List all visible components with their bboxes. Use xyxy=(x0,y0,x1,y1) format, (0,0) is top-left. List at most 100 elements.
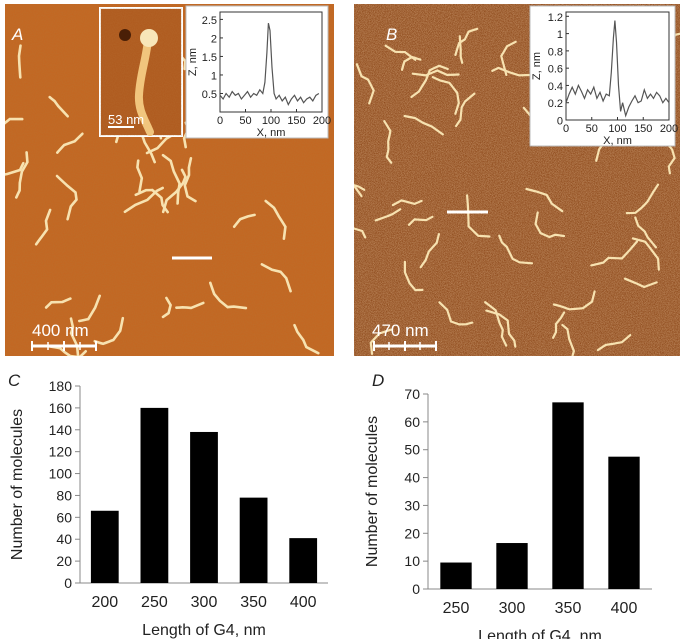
y-tick-label: 140 xyxy=(49,422,73,438)
profile-y-axis-label: Z, nm xyxy=(187,48,199,76)
molecule-strand xyxy=(383,120,393,164)
x-tick-label: 250 xyxy=(141,594,168,611)
profile-line xyxy=(219,22,320,106)
panel-a-letter: A xyxy=(11,25,23,44)
y-axis-label: Number of molecules xyxy=(9,409,26,560)
profile-y-tick-label: 1.5 xyxy=(202,52,217,64)
molecule-strand xyxy=(161,296,172,319)
x-tick-label: 300 xyxy=(499,600,526,617)
bar-chart-c: C 0 20 40 60 80 100 120 140 160 180 200 250 300 350 40… xyxy=(8,371,328,639)
profile-y-tick-label: 2 xyxy=(211,33,217,45)
profile-y-tick-label: 0.5 xyxy=(202,89,217,101)
y-tick-label: 180 xyxy=(49,378,73,394)
y-tick-label: 100 xyxy=(49,466,73,482)
molecule-strand xyxy=(466,194,491,238)
bar xyxy=(552,402,584,589)
molecule-strand xyxy=(69,317,80,356)
profile-x-tick-label: 200 xyxy=(313,115,331,127)
y-axis-label: Number of molecules xyxy=(364,416,381,567)
profile-x-tick-label: 0 xyxy=(563,123,569,135)
molecule-strand xyxy=(498,234,534,265)
afm-b-scale-bar: 470 nm xyxy=(372,321,437,351)
profile-background xyxy=(529,5,676,147)
y-tick-label: 40 xyxy=(404,470,420,486)
molecule-strand xyxy=(183,157,197,203)
molecule-strand xyxy=(15,151,29,199)
y-tick-label: 60 xyxy=(56,509,72,525)
molecule-strand xyxy=(634,216,657,249)
molecule-strand xyxy=(5,161,25,176)
svg-text:C: C xyxy=(8,371,21,390)
profile-background xyxy=(185,5,329,139)
molecule-strand xyxy=(264,199,287,240)
bar xyxy=(289,538,318,583)
profile-y-tick-label: 0 xyxy=(557,116,563,128)
molecule-strand xyxy=(46,344,87,356)
profile-x-tick-label: 150 xyxy=(287,115,305,127)
bar xyxy=(440,562,472,589)
bar-chart-d: D 0 10 20 30 40 50 60 70 250 300 350 400 Length of G… xyxy=(364,371,652,639)
profile-y-tick-label: 0.4 xyxy=(548,81,563,93)
profile-x-tick-label: 150 xyxy=(634,123,652,135)
profile-x-tick-label: 50 xyxy=(586,123,598,135)
molecule-strand xyxy=(407,215,434,226)
molecule-strand xyxy=(485,309,517,348)
molecule-strand xyxy=(623,277,658,289)
y-tick-label: 20 xyxy=(56,553,72,569)
profile-y-tick-label: 0.6 xyxy=(548,64,563,76)
molecule-strand xyxy=(55,174,78,221)
y-tick-label: 120 xyxy=(49,444,73,460)
profile-x-axis-label: X, nm xyxy=(603,135,632,147)
molecule-strand xyxy=(123,186,164,214)
profile-y-tick-label: 0.8 xyxy=(548,46,563,58)
molecule-strand xyxy=(561,323,576,356)
profile-y-tick-label: 1 xyxy=(557,29,563,41)
profile-y-tick-label: 1 xyxy=(211,70,217,82)
molecule-strand xyxy=(500,40,517,76)
molecule-strand xyxy=(400,55,422,71)
y-tick-label: 0 xyxy=(64,575,72,591)
profile-x-axis-label: X, nm xyxy=(257,127,286,139)
afm-b-scale-label: 470 nm xyxy=(372,321,429,340)
molecule-strand xyxy=(34,208,52,246)
molecule-strand xyxy=(260,263,292,293)
x-tick-label: 400 xyxy=(611,600,638,617)
y-tick-label: 70 xyxy=(404,386,420,402)
profile-y-axis-label: Z, nm xyxy=(531,52,543,80)
molecule-strand xyxy=(552,290,596,311)
x-tick-label: 350 xyxy=(240,594,267,611)
molecule-strand xyxy=(419,233,440,269)
afm-a-scale-bar: 400 nm xyxy=(31,321,97,351)
y-tick-label: 20 xyxy=(404,525,420,541)
molecule-strand xyxy=(625,183,660,215)
bar xyxy=(140,407,169,583)
molecule-strand xyxy=(354,184,366,191)
molecule-strand xyxy=(93,316,125,346)
x-tick-label: 200 xyxy=(91,594,118,611)
molecule-strand xyxy=(78,294,101,323)
molecule-strand xyxy=(374,208,402,222)
molecule-strand xyxy=(161,153,181,205)
molecule-strand xyxy=(5,117,24,125)
afm-a-scale-label: 400 nm xyxy=(32,321,89,340)
molecule-strand xyxy=(44,297,72,309)
molecule-strand xyxy=(438,301,474,326)
y-tick-label: 40 xyxy=(56,531,72,547)
molecule-strand xyxy=(484,301,508,347)
molecule-strand xyxy=(355,63,375,105)
molecule-strand xyxy=(534,211,566,239)
molecule-strand xyxy=(454,27,479,56)
inset-scale-label: 53 nm xyxy=(108,112,144,127)
panel-b-letter: B xyxy=(386,25,397,44)
profile-x-tick-label: 100 xyxy=(608,123,626,135)
afm-a-inset-image: 53 nm xyxy=(99,7,183,137)
x-tick-label: 250 xyxy=(443,600,470,617)
y-tick-label: 10 xyxy=(404,553,420,569)
x-tick-label: 350 xyxy=(555,600,582,617)
profile-x-tick-label: 50 xyxy=(239,115,251,127)
bar xyxy=(496,543,528,589)
molecule-strand xyxy=(596,334,632,352)
molecule-strand xyxy=(369,328,393,355)
y-tick-label: 160 xyxy=(49,400,73,416)
